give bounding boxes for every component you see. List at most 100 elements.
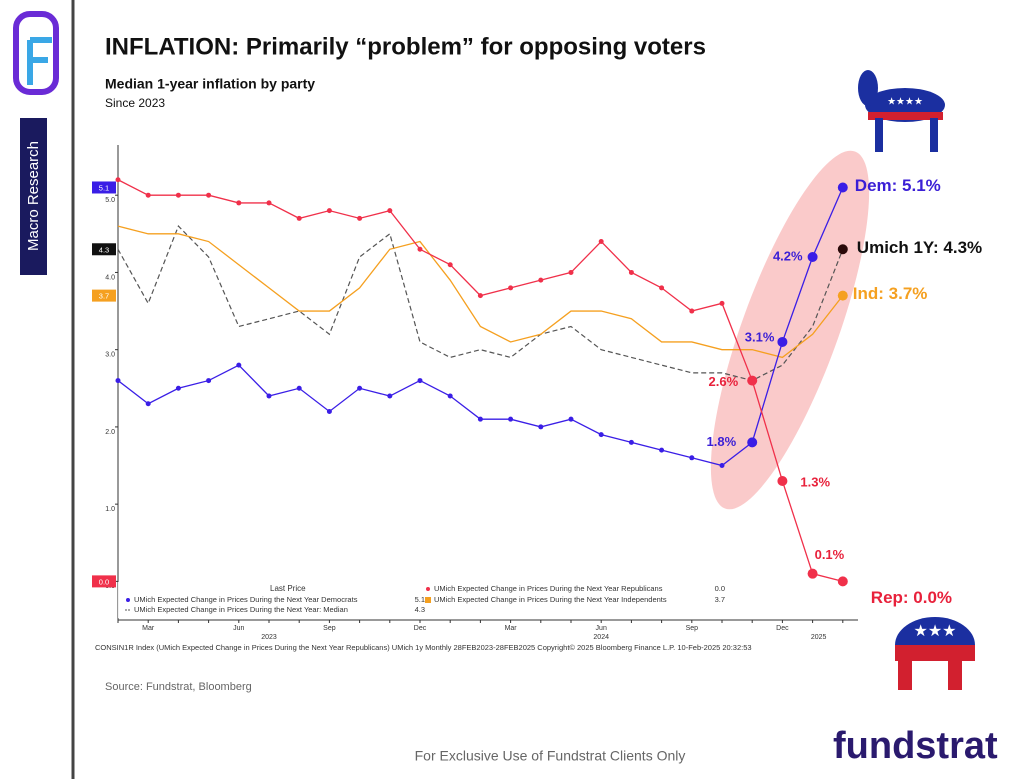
value-label: 3.1%: [745, 329, 775, 344]
point: [719, 300, 725, 306]
point: [145, 192, 151, 198]
series-line: [117, 225, 844, 359]
value-label: 1.8%: [707, 434, 737, 449]
legend-title: Last Price: [270, 584, 306, 593]
axis-tag-label: 4.3: [99, 245, 109, 254]
brand: fundstrat: [833, 725, 998, 767]
axis-tag-label: 5.1: [99, 183, 109, 192]
legend-label: UMich Expected Change in Prices During t…: [434, 584, 663, 593]
axis-tag: [92, 289, 116, 302]
y-tick-label: 3.0: [105, 352, 115, 359]
y-tick-label: 1.0: [105, 506, 115, 513]
point: [206, 192, 212, 198]
axis-tag-label: 3.7: [99, 292, 109, 301]
point: [477, 293, 483, 299]
donkey-icon: ★★★★: [858, 70, 945, 152]
x-tick-label: Dec: [776, 625, 789, 632]
point: [447, 393, 453, 399]
legend: [118, 582, 730, 618]
source: Source: Fundstrat, Bloomberg: [105, 681, 252, 693]
point: [777, 336, 788, 347]
point: [508, 285, 514, 291]
point: [447, 262, 453, 268]
value-label: Ind: 3.7%: [853, 284, 928, 303]
legend-last-price: 5.1: [415, 595, 425, 604]
value-label: Rep: 0.0%: [871, 588, 952, 607]
axis-tag: [92, 243, 116, 256]
point: [206, 378, 212, 384]
point: [837, 182, 848, 193]
point: [538, 424, 544, 430]
x-tick-label: Sep: [323, 625, 336, 632]
point: [417, 246, 423, 252]
y-tick-label: 2.0: [105, 429, 115, 436]
x-tick-label: Mar: [505, 625, 518, 632]
point: [145, 401, 151, 407]
x-year-label: 2025: [811, 634, 827, 641]
series-line: [117, 225, 844, 382]
point: [115, 378, 121, 384]
x-tick-label: Jun: [233, 625, 244, 632]
point: [689, 455, 695, 461]
sidebar-label: Macro Research: [25, 141, 42, 251]
point: [719, 463, 725, 469]
legend-swatch: [425, 597, 431, 603]
legend-label: UMich Expected Change in Prices During t…: [134, 605, 348, 614]
point: [387, 208, 393, 214]
point: [568, 269, 574, 275]
point: [837, 290, 848, 301]
point: [477, 416, 483, 422]
highlight: [710, 150, 870, 510]
value-label: 4.2%: [773, 248, 803, 263]
y-tick-label: 5.0: [105, 197, 115, 204]
legend-swatch: [426, 587, 430, 591]
footnote: CONSIN1R Index (UMich Expected Change in…: [95, 643, 752, 652]
point: [357, 215, 363, 221]
point: [538, 277, 544, 283]
point: [175, 385, 181, 391]
point: [417, 378, 423, 384]
point: [357, 385, 363, 391]
point: [387, 393, 393, 399]
point: [508, 416, 514, 422]
sidebar-box: [20, 118, 47, 275]
point: [266, 200, 272, 206]
chart-subtitle2: Since 2023: [105, 96, 165, 110]
axis-tag: [92, 575, 116, 588]
footer: For Exclusive Use of Fundstrat Clients O…: [415, 748, 686, 764]
logo: [13, 11, 59, 95]
legend-label: UMich Expected Change in Prices During t…: [134, 595, 358, 604]
axis-tag-label: 0.0: [99, 577, 109, 586]
x-year-label: 2024: [593, 634, 609, 641]
x-tick-label: Mar: [142, 625, 155, 632]
svg-text:★★★: ★★★: [913, 623, 956, 640]
point: [598, 432, 604, 438]
point: [115, 177, 121, 183]
point: [659, 285, 665, 291]
legend-label: UMich Expected Change in Prices During t…: [434, 595, 667, 604]
point: [837, 576, 848, 587]
x-tick-label: Jun: [596, 625, 607, 632]
chart-title: INFLATION: Primarily “problem” for oppos…: [105, 33, 706, 60]
value-label: 0.1%: [815, 547, 845, 562]
point: [598, 239, 604, 245]
elephant-icon: ★★★: [895, 617, 975, 690]
point: [326, 208, 332, 214]
value-label: 1.3%: [800, 474, 830, 489]
point: [628, 269, 634, 275]
legend-last-price: 4.3: [415, 605, 425, 614]
legend-last-price: 3.7: [715, 595, 725, 604]
point: [236, 362, 242, 368]
point: [659, 447, 665, 453]
value-label: Umich 1Y: 4.3%: [857, 238, 982, 257]
x-year-label: 2023: [261, 634, 277, 641]
x-tick-label: Dec: [414, 625, 427, 632]
point: [689, 308, 695, 314]
point: [807, 568, 818, 579]
point: [266, 393, 272, 399]
value-label: Dem: 5.1%: [855, 176, 941, 195]
point: [747, 375, 758, 386]
axis-tag: [92, 181, 116, 194]
point: [175, 192, 181, 198]
